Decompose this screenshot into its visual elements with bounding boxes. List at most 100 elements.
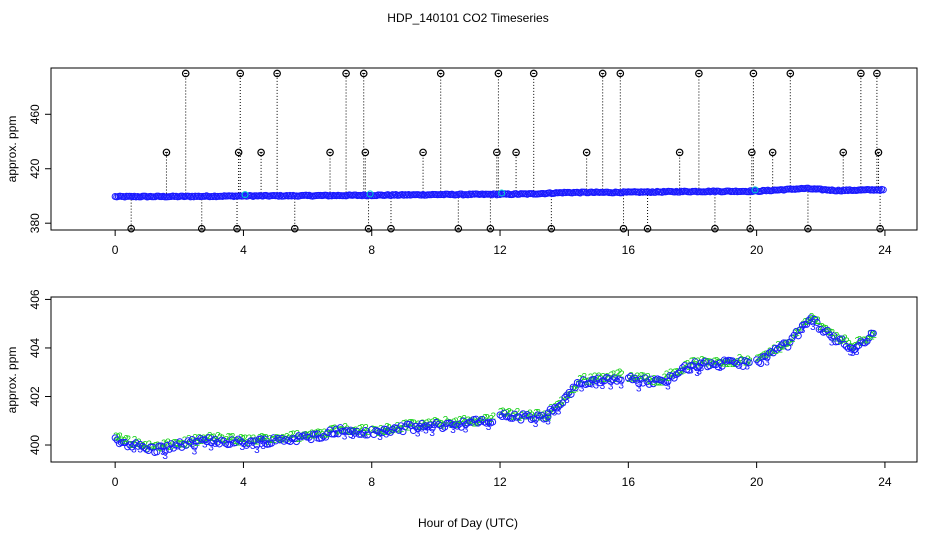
bottom-point-blue [111,434,119,442]
bottom-point-green: 2 [126,434,132,445]
bottom-point-green: 2 [140,441,146,452]
bottom-point-green: 2 [146,440,152,451]
bottom-point-green: 2 [415,420,421,431]
bottom-point-blue-label: 3 [564,395,570,406]
bottom-point-blue [397,422,405,430]
bottom-point-green: 2 [290,429,296,440]
bottom-point-blue-label: 3 [333,429,339,440]
bottom-point-blue [586,380,594,388]
bottom-point-blue-label: 3 [692,362,698,373]
top-outlier-point [749,69,758,78]
bottom-point-green: 2 [588,372,594,383]
top-outlier-point [768,148,777,157]
top-y-tick-label: 420 [28,158,42,178]
bottom-point-green: 2 [533,408,539,419]
bottom-point-blue [318,434,326,442]
bottom-point-green: 2 [436,418,442,429]
bottom-point-green: 2 [788,337,794,348]
bottom-point-green: 2 [757,353,763,364]
bottom-point-blue [693,364,701,372]
bottom-x-axis: 0 4 8 12 16 20 24 [112,462,892,489]
bottom-point-green: 2 [565,391,571,402]
bottom-point-blue [557,401,565,409]
bottom-point-green: 2 [827,327,833,338]
bottom-point-green: 2 [817,322,823,333]
bottom-point-blue [336,424,344,432]
top-outlier-point [786,69,795,78]
bottom-point-blue-label: 3 [342,432,348,443]
bottom-point-blue-label: 3 [240,442,246,453]
top-outlier-point [290,224,299,233]
bottom-point-green: 2 [598,374,604,385]
bottom-point-green: 2 [138,441,144,452]
bottom-point-blue [778,341,786,349]
bottom-point-green: 2 [132,435,138,446]
top-outlier-point [839,148,848,157]
bottom-point-blue [708,359,716,367]
bottom-point-green: 2 [232,436,238,447]
bottom-point-green: 2 [825,327,831,338]
top-outlier-point [419,148,427,157]
bottom-point-green: 2 [188,438,194,449]
bottom-point-green: 2 [151,442,157,453]
top-outlier-point [273,69,281,78]
top-x-tick-label: 12 [493,243,507,257]
top-outlier-point [675,148,684,157]
bottom-point-green: 2 [546,409,552,420]
bottom-point-blue [718,362,726,370]
bottom-point-green: 2 [596,372,602,383]
top-outlier-point [493,148,501,157]
bottom-point-green: 2 [142,440,148,451]
bottom-point-blue [555,402,563,410]
bottom-point-blue-label: 3 [600,381,606,392]
bottom-point-green: 2 [328,424,334,435]
bottom-point-green: 2 [857,335,863,346]
bottom-point-green: 2 [409,418,415,429]
top-outlier-point [695,69,703,78]
bottom-point-blue-label: 3 [384,429,390,440]
bottom-point-green: 2 [355,427,361,438]
bottom-point-blue-label: 3 [208,443,214,454]
bottom-point-blue [301,431,309,439]
bottom-x-tick-label: 20 [750,475,764,489]
bottom-point-blue [197,434,205,442]
top-point [879,186,887,194]
bottom-point-blue [611,374,619,382]
bottom-point-green: 2 [701,356,707,367]
bottom-point-blue [542,415,550,423]
top-outlier-point [598,69,607,78]
bottom-point-green: 2 [641,372,647,383]
bottom-point-blue [668,372,676,380]
top-outlier-point [181,69,190,78]
bottom-point-green: 2 [447,418,453,429]
bottom-point-green: 2 [466,415,472,426]
bottom-point-blue-label: 3 [696,366,702,377]
top-outlier-point [643,224,652,233]
bottom-point-blue [861,339,869,347]
bottom-point-blue-label: 3 [800,325,806,336]
bottom-point-green: 2 [313,429,319,440]
bottom-point-green: 2 [303,430,309,441]
top-drop-lines [130,73,881,229]
bottom-point-blue [830,332,838,340]
bottom-point-blue [849,344,857,352]
bottom-point-green: 2 [184,440,190,451]
bottom-point-blue [792,327,800,335]
bottom-point-green: 2 [865,334,871,345]
bottom-point-green: 2 [305,431,311,442]
bottom-point-blue [782,339,790,347]
bottom-point-blue-label: 3 [618,380,624,391]
bottom-point-green: 2 [716,358,722,369]
bottom-point-green: 2 [405,422,411,433]
bottom-point-blue [617,376,625,384]
bottom-point-blue [869,329,877,337]
bottom-y-tick-label: 406 [28,289,42,309]
bottom-point-green: 2 [561,397,567,408]
bottom-point-green: 2 [117,432,123,443]
top-x-tick-label: 16 [622,243,636,257]
bottom-point-green: 2 [136,437,142,448]
bottom-point-blue-label: 3 [350,431,356,442]
top-outlier-point [127,224,135,233]
bottom-point-green: 2 [780,341,786,352]
bottom-point-green: 2 [397,424,403,435]
